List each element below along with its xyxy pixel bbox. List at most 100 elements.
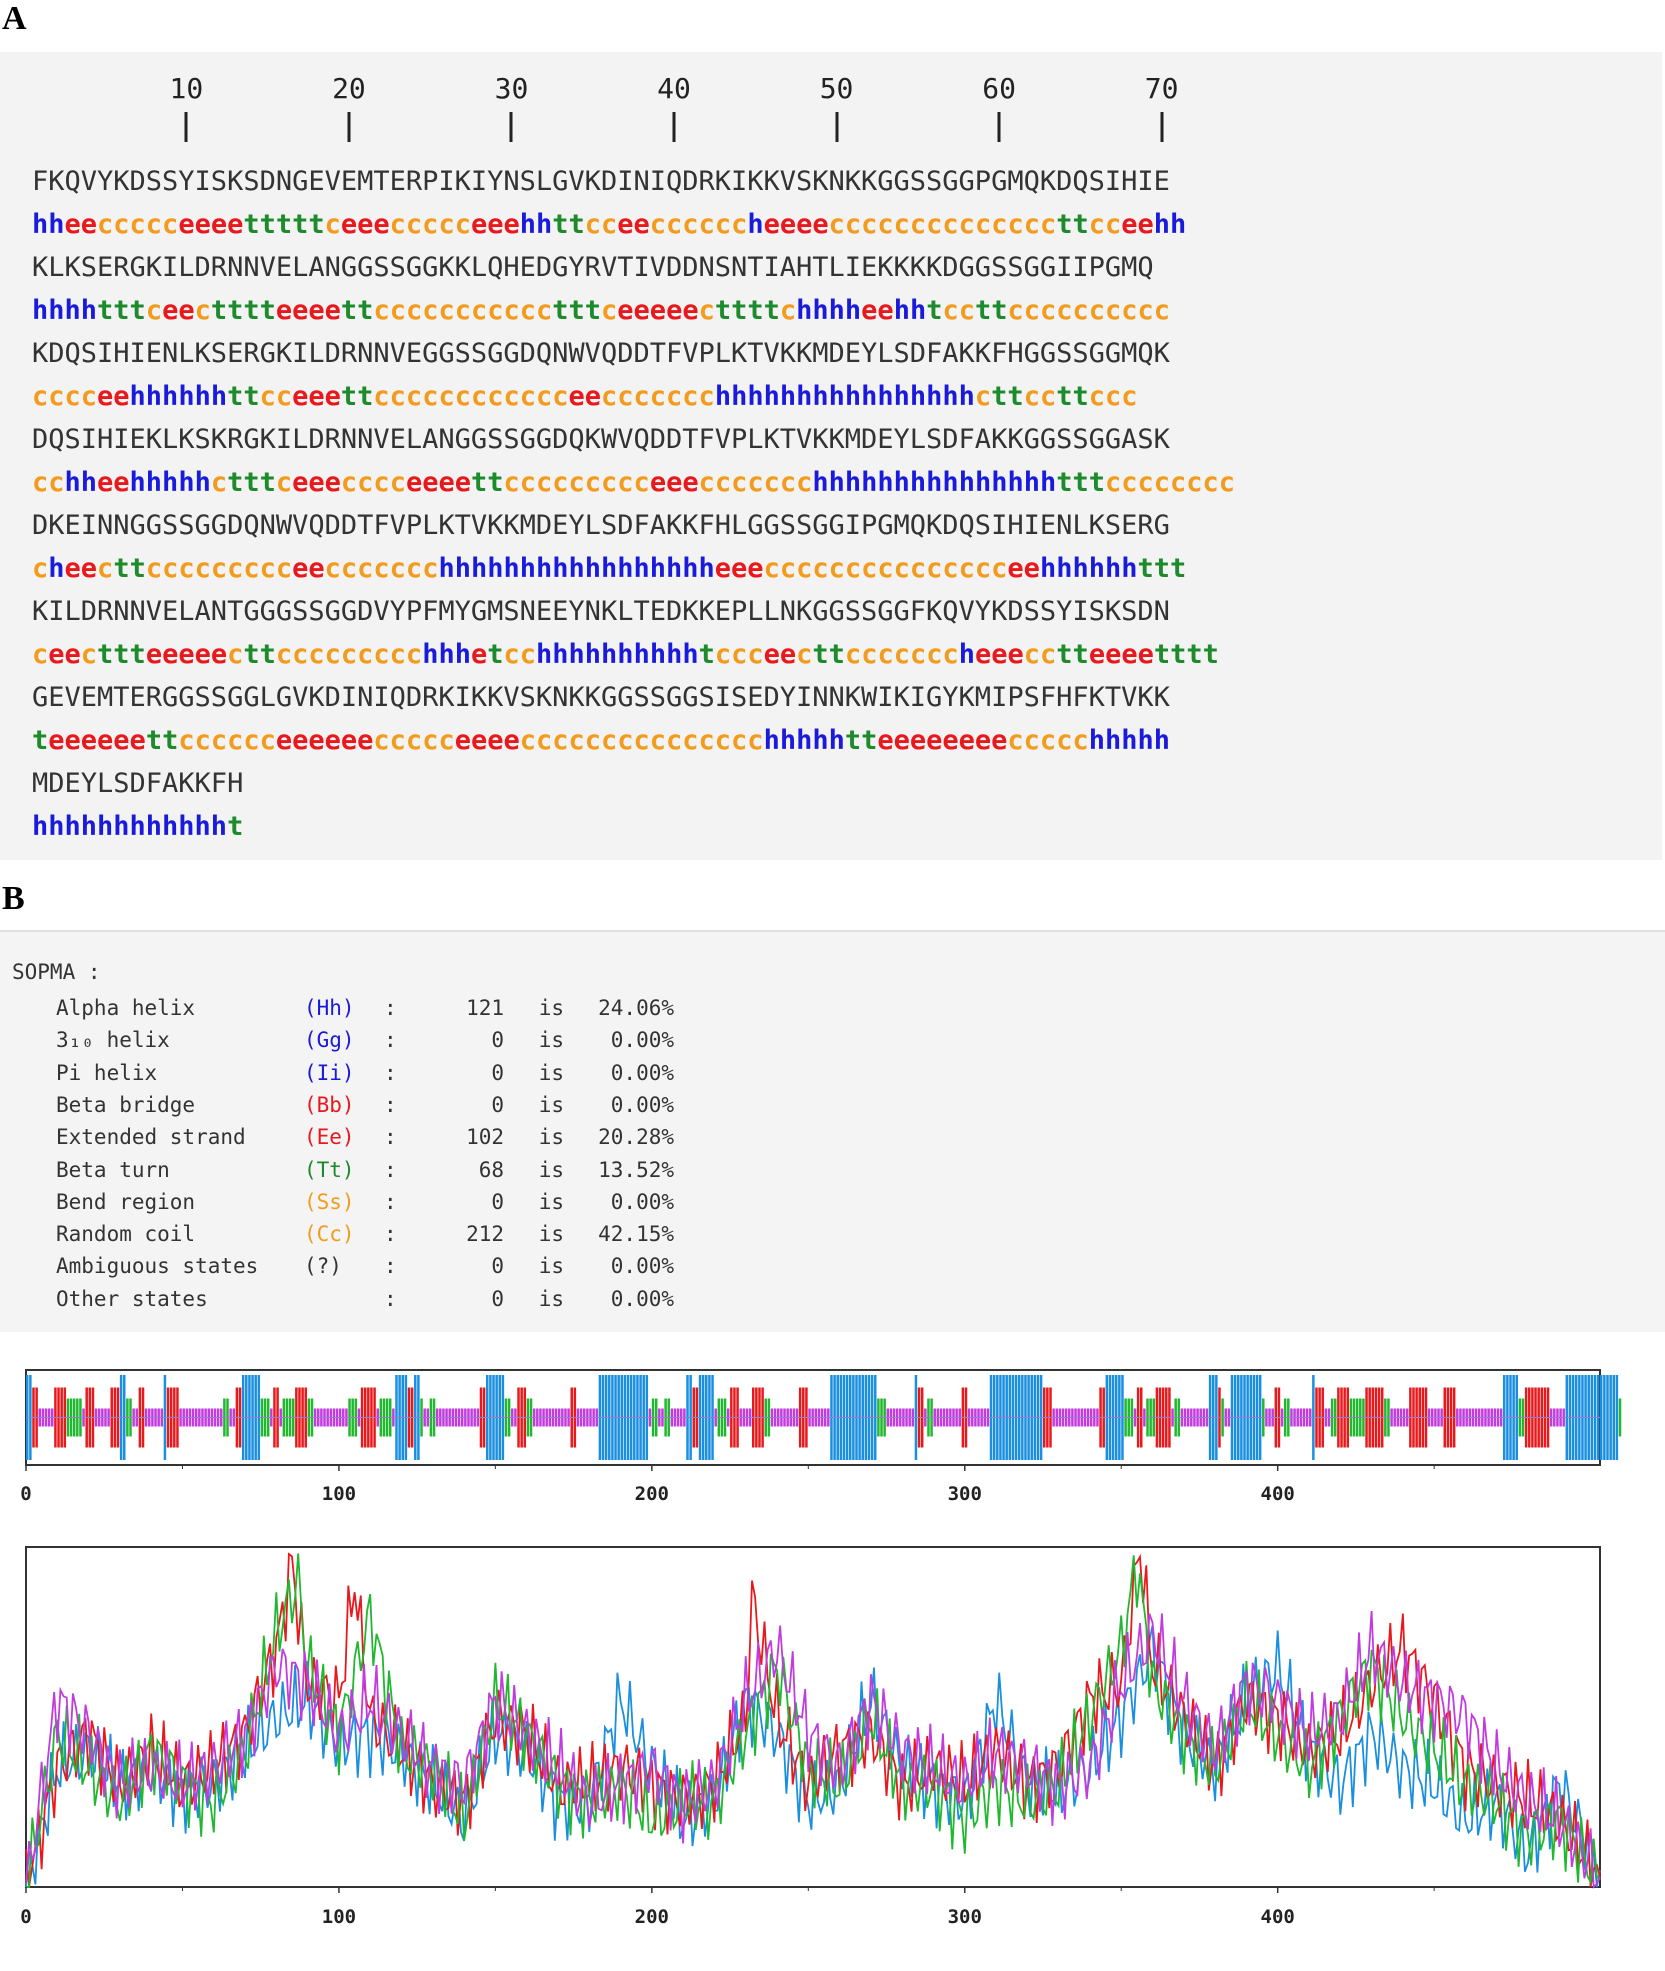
stat-pct: 0.00% (610, 1028, 674, 1053)
stat-count: 0 (491, 1254, 504, 1279)
structure-line: cccceehhhhhhttcceeettcccccccccccceeccccc… (32, 381, 1138, 412)
stat-name: Alpha helix (56, 996, 196, 1020)
score-curves-svg: 0 100 200 300 400 (20, 1546, 1601, 1928)
x-tick-label: 100 (322, 1906, 356, 1928)
residue-bar (1603, 1375, 1606, 1460)
structure-line: teeeeeettcccccceeeeeeccccceeeecccccccccc… (32, 725, 1170, 756)
stat-row: Beta bridge (Bb): 0 is 0.00% (56, 1089, 674, 1121)
x-tick-label: 400 (1261, 1906, 1295, 1928)
stat-is: is (538, 1286, 564, 1311)
ruler-tick-label: 20 (332, 72, 366, 105)
stat-name: Beta turn (56, 1157, 170, 1182)
stat-colon: : (384, 1189, 397, 1214)
stat-is: is (538, 1125, 564, 1150)
residue-bar (1612, 1375, 1616, 1460)
stat-pct: 0.00% (610, 1092, 674, 1117)
residue-bar (1609, 1375, 1612, 1460)
stat-pct: 20.28% (598, 1125, 674, 1150)
ruler-tick-label: 10 (169, 72, 204, 105)
stat-name: Beta bridge (56, 1092, 196, 1117)
stat-count: 102 (466, 1125, 504, 1150)
stat-colon: : (384, 1125, 397, 1150)
sequence-panel: 10 20 30 40 50 60 70 FKQVYKDSSYISKSDNGEVEMTERP… (0, 52, 1662, 860)
structure-line: cchheehhhhhctttceeecccceeeettcccccccccee… (32, 467, 1236, 498)
position-ruler: 10 20 30 40 50 60 70 (0, 72, 1662, 142)
stat-is: is (538, 1092, 564, 1117)
stat-colon: : (384, 1254, 397, 1279)
stat-row: Pi helix (Ii): 0 is 0.00% (56, 1057, 674, 1089)
stat-count: 0 (491, 1092, 504, 1117)
stat-count: 68 (478, 1157, 504, 1182)
stat-row: 3₁₀ helix (Gg): 0 is 0.00% (56, 1024, 674, 1056)
stat-code: (Gg) (304, 1028, 355, 1053)
structure-line: cheecttccccccccceeccccccchhhhhhhhhhhhhhh… (32, 553, 1187, 584)
stat-count: 0 (491, 1286, 504, 1311)
stat-is: is (538, 1028, 564, 1053)
structure-line: hhhhhhhhhhhht (32, 811, 244, 842)
stat-is: is (538, 1222, 564, 1247)
stat-code: (Bb) (304, 1092, 355, 1117)
stat-row: Beta turn (Tt): 68 is 13.52% (56, 1154, 674, 1186)
stat-pct: 42.15% (598, 1222, 674, 1247)
stat-row: Bend region (Ss): 0 is 0.00% (56, 1186, 674, 1218)
stat-name: Bend region (56, 1189, 196, 1214)
stat-name: Pi helix (56, 1060, 158, 1085)
stat-count: 0 (491, 1189, 504, 1214)
stat-pct: 0.00% (610, 1060, 674, 1085)
ruler-tick-label: 60 (982, 72, 1016, 105)
stat-pct: 13.52% (598, 1157, 674, 1182)
stat-row: Extended strand (Ee): 102 is 20.28% (56, 1121, 674, 1153)
series-line (25, 1610, 1601, 1890)
structure-track-chart: 0 100 200 300 400 (0, 1350, 1640, 1520)
ruler-tick-mark (672, 112, 676, 142)
stat-pct: 0.00% (610, 1189, 674, 1214)
stat-colon: : (384, 996, 397, 1020)
stat-name: Ambiguous states (56, 1254, 259, 1279)
stat-row: Random coil (Cc): 212 is 42.15% (56, 1218, 674, 1250)
residue-bar (1600, 1375, 1603, 1460)
ruler-tick-label: 50 (819, 72, 854, 105)
stat-pct: 24.06% (598, 996, 674, 1020)
sopma-title: SOPMA : (12, 960, 101, 984)
score-curves-chart: 0 100 200 300 400 (0, 1535, 1640, 1967)
stat-is: is (538, 1157, 564, 1182)
stat-colon: : (384, 1286, 397, 1311)
x-tick-label: 300 (948, 1483, 982, 1505)
stat-count: 0 (491, 1028, 504, 1053)
ruler-tick-mark (347, 112, 351, 142)
stat-row: Other states: 0 is 0.00% (56, 1283, 674, 1315)
stat-is: is (538, 996, 564, 1020)
stat-code: (Cc) (304, 1222, 355, 1247)
ruler-tick-mark (509, 112, 513, 142)
x-tick-label: 0 (20, 1906, 31, 1928)
residue-bar (1615, 1375, 1619, 1460)
stat-name: 3₁₀ helix (56, 1028, 170, 1053)
stat-code: (Hh) (304, 996, 355, 1020)
stat-pct: 0.00% (610, 1254, 674, 1279)
sequence-line: KILDRNNVELANTGGGSSGGDVYPFMYGMSNEEYNKLTED… (32, 596, 1170, 627)
stat-colon: : (384, 1028, 397, 1053)
residue-bar (1618, 1398, 1622, 1437)
sequence-line: FKQVYKDSSYISKSDNGEVEMTERPIKIYNSLGVKDINIQ… (32, 166, 1170, 197)
stat-colon: : (384, 1222, 397, 1247)
panel-a-label: A (2, 0, 27, 37)
structure-track-svg: 0 100 200 300 400 (20, 1369, 1622, 1505)
sequence-line: KDQSIHIENLKSERGKILDRNNVEGGSSGGDQNWVQDDTF… (32, 338, 1170, 369)
stat-is: is (538, 1060, 564, 1085)
x-tick-label: 100 (322, 1483, 356, 1505)
x-tick-label: 400 (1261, 1483, 1295, 1505)
x-tick-label: 200 (635, 1906, 669, 1928)
sequence-line: DKEINNGGSSGGDQNWVQDDTFVPLKTVKKMDEYLSDFAK… (32, 510, 1170, 541)
ruler-tick-label: 40 (657, 72, 691, 105)
stat-code: (Ss) (304, 1189, 355, 1214)
x-tick-label: 300 (948, 1906, 982, 1928)
stat-colon: : (384, 1157, 397, 1182)
stat-pct: 0.00% (610, 1286, 674, 1311)
stat-count: 121 (466, 996, 504, 1020)
ruler-tick-mark (1160, 112, 1164, 142)
stat-code: (Ii) (304, 1060, 355, 1085)
stat-code: (Tt) (304, 1157, 355, 1182)
sequence-block: FKQVYKDSSYISKSDNGEVEMTERPIKIYNSLGVKDINIQ… (32, 160, 1235, 848)
ruler-tick-mark (835, 112, 839, 142)
sequence-line: KLKSERGKILDRNNVELANGGSSGGKKLQHEDGYRVTIVD… (32, 252, 1154, 283)
